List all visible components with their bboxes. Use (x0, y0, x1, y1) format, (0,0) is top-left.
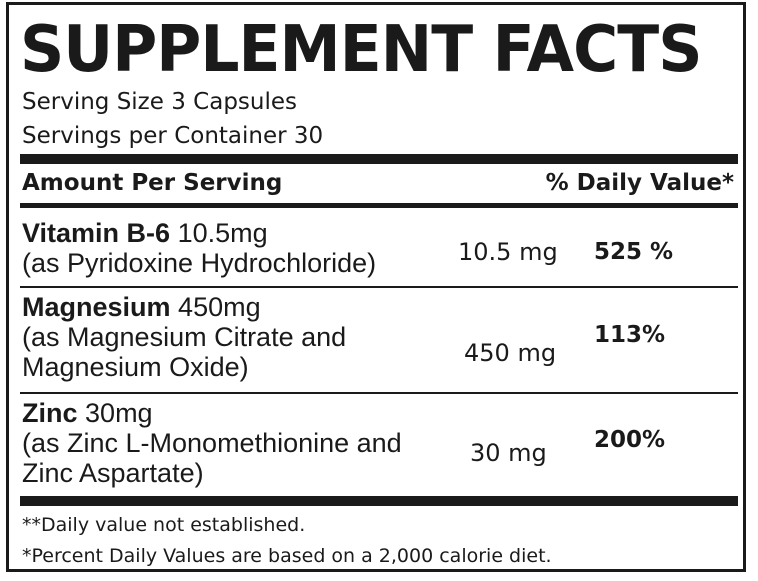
nutrient-name: Vitamin B-6 (22, 218, 171, 248)
divider-thick (20, 496, 738, 506)
nutrient-daily-value: 113% (594, 322, 666, 348)
panel-title: SUPPLEMENT FACTS (20, 13, 702, 87)
nutrient-source: Zinc Aspartate) (22, 458, 204, 488)
nutrient-name: Magnesium (22, 292, 171, 322)
nutrient-dose: 450mg (178, 292, 261, 322)
nutrient-amount: 10.5 mg (458, 238, 558, 266)
servings-per-container: Servings per Container 30 (22, 123, 324, 149)
serving-size: Serving Size 3 Capsules (22, 89, 298, 115)
nutrient-line: Magnesium 450mg (22, 292, 261, 322)
nutrient-name: Zinc (22, 398, 78, 428)
divider-thick (20, 154, 738, 164)
divider-row (20, 392, 738, 394)
daily-value-header: % Daily Value* (545, 170, 734, 196)
nutrient-source: (as Magnesium Citrate and (22, 322, 347, 352)
nutrient-line: Vitamin B-6 10.5mg (22, 218, 268, 248)
nutrient-line: Zinc 30mg (22, 398, 153, 428)
nutrient-amount: 450 mg (464, 339, 557, 367)
supplement-facts-panel (6, 2, 746, 572)
amount-per-serving-header: Amount Per Serving (22, 170, 283, 196)
nutrient-source: (as Pyridoxine Hydrochloride) (22, 248, 377, 278)
nutrient-amount: 30 mg (470, 439, 547, 467)
nutrient-source: (as Zinc L-Monomethionine and (22, 428, 402, 458)
nutrient-daily-value: 200% (594, 427, 666, 453)
nutrient-source: Magnesium Oxide) (22, 352, 249, 382)
divider-header (20, 203, 738, 208)
footnote-percent-daily-values: *Percent Daily Values are based on a 2,0… (22, 545, 552, 567)
divider-row (20, 286, 738, 288)
nutrient-dose: 30mg (85, 398, 153, 428)
nutrient-dose: 10.5mg (177, 218, 268, 248)
footnote-daily-value-not-established: **Daily value not established. (22, 514, 306, 536)
nutrient-daily-value: 525 % (594, 239, 674, 265)
